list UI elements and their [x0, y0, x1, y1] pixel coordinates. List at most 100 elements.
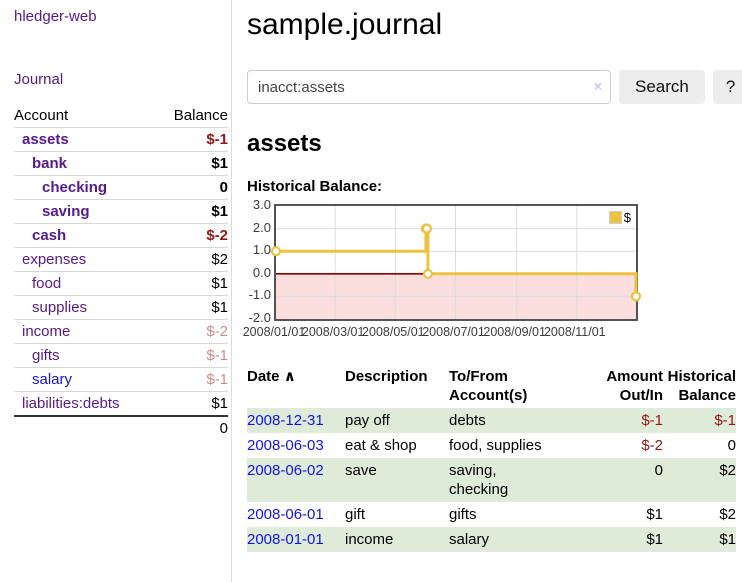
data-point-marker	[421, 223, 433, 234]
historical-balance-chart: 3.0 2.0 1.0 0.0 -1.0 -2.0 $ 2008/01/01 2008/03…	[243, 198, 667, 339]
y-tick-label: -2.0	[248, 310, 271, 325]
accounts-header-balance: Balance	[173, 107, 228, 124]
x-tick-label: 2008/09/01	[483, 325, 546, 339]
chart-title: Historical Balance:	[247, 178, 383, 195]
account-balance: $2	[155, 247, 228, 272]
account-balance: $1	[155, 151, 228, 176]
data-point-marker	[630, 291, 642, 302]
transaction-balance: 0	[727, 437, 736, 454]
transaction-date-link[interactable]: 2008-12-31	[247, 412, 324, 429]
transaction-accounts: salary	[449, 531, 490, 548]
search-button[interactable]: Search	[619, 70, 705, 104]
search-input[interactable]	[247, 70, 611, 104]
transaction-balance: $-1	[714, 412, 736, 429]
x-tick-label: 2008/07/01	[422, 325, 485, 339]
sidebar-nav: Journal	[14, 71, 231, 88]
account-link[interactable]: bank	[32, 155, 68, 172]
account-link[interactable]: checking	[42, 179, 108, 196]
transaction-accounts: debts	[449, 412, 486, 429]
y-tick-label: 2.0	[252, 219, 271, 235]
register-header-balance: Historical Balance	[667, 368, 736, 404]
y-tick-label: 3.0	[252, 197, 271, 212]
account-row: expenses $2	[14, 247, 228, 272]
register-header-amount: Amount Out/In	[606, 368, 663, 404]
account-link[interactable]: liabilities:debts	[22, 395, 120, 412]
sidebar: hledger-web Journal Account Balance asse…	[0, 0, 232, 582]
account-link[interactable]: salary	[32, 371, 73, 388]
account-row: liabilities:debts $1	[14, 391, 228, 416]
transaction-date-link[interactable]: 2008-06-01	[247, 506, 324, 523]
register-row: 2008-06-01 gift gifts $1 $2	[247, 502, 736, 527]
help-button[interactable]: ?	[712, 70, 742, 104]
transaction-amount: $-2	[641, 437, 663, 454]
account-link[interactable]: assets	[22, 131, 69, 148]
accounts-table-header-row: Account Balance	[14, 104, 228, 128]
account-link[interactable]: cash	[32, 227, 67, 244]
account-row: cash $-2	[14, 223, 228, 248]
sort-ascending-icon[interactable]: ∧	[283, 368, 296, 385]
account-balance: $-2	[155, 223, 228, 248]
transaction-balance: $1	[719, 531, 736, 548]
account-balance: $1	[155, 271, 228, 296]
y-tick-label: 1.0	[252, 242, 271, 258]
account-balance: 0	[155, 175, 228, 200]
transaction-description: gift	[345, 506, 366, 523]
account-link[interactable]: supplies	[32, 299, 88, 316]
transaction-amount: 0	[654, 462, 663, 479]
account-link[interactable]: gifts	[32, 347, 60, 364]
account-balance: $1	[155, 391, 228, 416]
transaction-balance: $2	[719, 462, 736, 479]
account-row: income $-2	[14, 319, 228, 344]
search-form: × Search ?	[247, 70, 742, 104]
transaction-accounts: gifts	[449, 506, 477, 523]
accounts-table: Account Balance assets $-1 bank $1 checking 0…	[14, 104, 228, 440]
account-balance: $1	[155, 295, 228, 320]
x-tick-label: 2008/11/01	[543, 325, 606, 339]
account-balance: $-1	[155, 367, 228, 392]
y-tick-label: -1.0	[248, 287, 271, 303]
accounts-total-row: 0	[14, 415, 228, 440]
clear-search-icon[interactable]: ×	[593, 78, 602, 94]
register-header-accounts: To/From Account(s)	[449, 368, 528, 404]
data-point-marker	[270, 246, 282, 257]
sidebar-item-journal[interactable]: Journal	[14, 71, 64, 88]
x-tick-label: 2008/03/01	[301, 325, 365, 339]
account-row: assets $-1	[14, 127, 228, 152]
transaction-amount: $1	[646, 531, 663, 548]
account-row: saving $1	[14, 199, 228, 224]
transaction-date-link[interactable]: 2008-06-02	[247, 462, 324, 479]
transaction-date-link[interactable]: 2008-01-01	[247, 531, 324, 548]
transaction-accounts: food, supplies	[449, 437, 542, 454]
account-balance: $1	[155, 199, 228, 224]
x-tick-label: 2008/01/01	[242, 325, 306, 339]
data-point-marker	[422, 268, 433, 279]
account-heading: assets	[247, 130, 322, 157]
account-link[interactable]: food	[32, 275, 62, 292]
register-row: 2008-06-03 eat & shop food, supplies $-2 0	[247, 433, 736, 458]
register-table: Date ∧ Description To/From Account(s) Amo…	[247, 364, 736, 552]
register-header-date[interactable]: Date ∧	[247, 368, 296, 385]
account-row: supplies $1	[14, 295, 228, 320]
account-balance: $-2	[155, 319, 228, 344]
chart-plot-svg	[270, 206, 642, 319]
page-title: sample.journal	[247, 8, 443, 41]
account-balance: $-1	[155, 127, 228, 152]
account-balance: $-1	[155, 343, 228, 368]
account-link[interactable]: income	[22, 323, 71, 340]
register-row: 2008-01-01 income salary $1 $1	[247, 527, 736, 552]
account-link[interactable]: saving	[42, 203, 90, 220]
transaction-amount: $-1	[641, 412, 663, 429]
account-row: checking 0	[14, 175, 228, 200]
chart-plot-area: $	[270, 204, 642, 321]
account-link[interactable]: expenses	[22, 251, 87, 268]
transaction-description: pay off	[345, 412, 390, 429]
transaction-date-link[interactable]: 2008-06-03	[247, 437, 324, 454]
transaction-balance: $2	[719, 506, 736, 523]
x-tick-label: 2008/05/01	[362, 325, 425, 339]
account-row: bank $1	[14, 151, 228, 176]
transaction-description: save	[345, 462, 377, 479]
app-brand-link[interactable]: hledger-web	[14, 8, 97, 25]
search-box: ×	[247, 70, 611, 104]
chart-legend: $	[606, 209, 633, 226]
